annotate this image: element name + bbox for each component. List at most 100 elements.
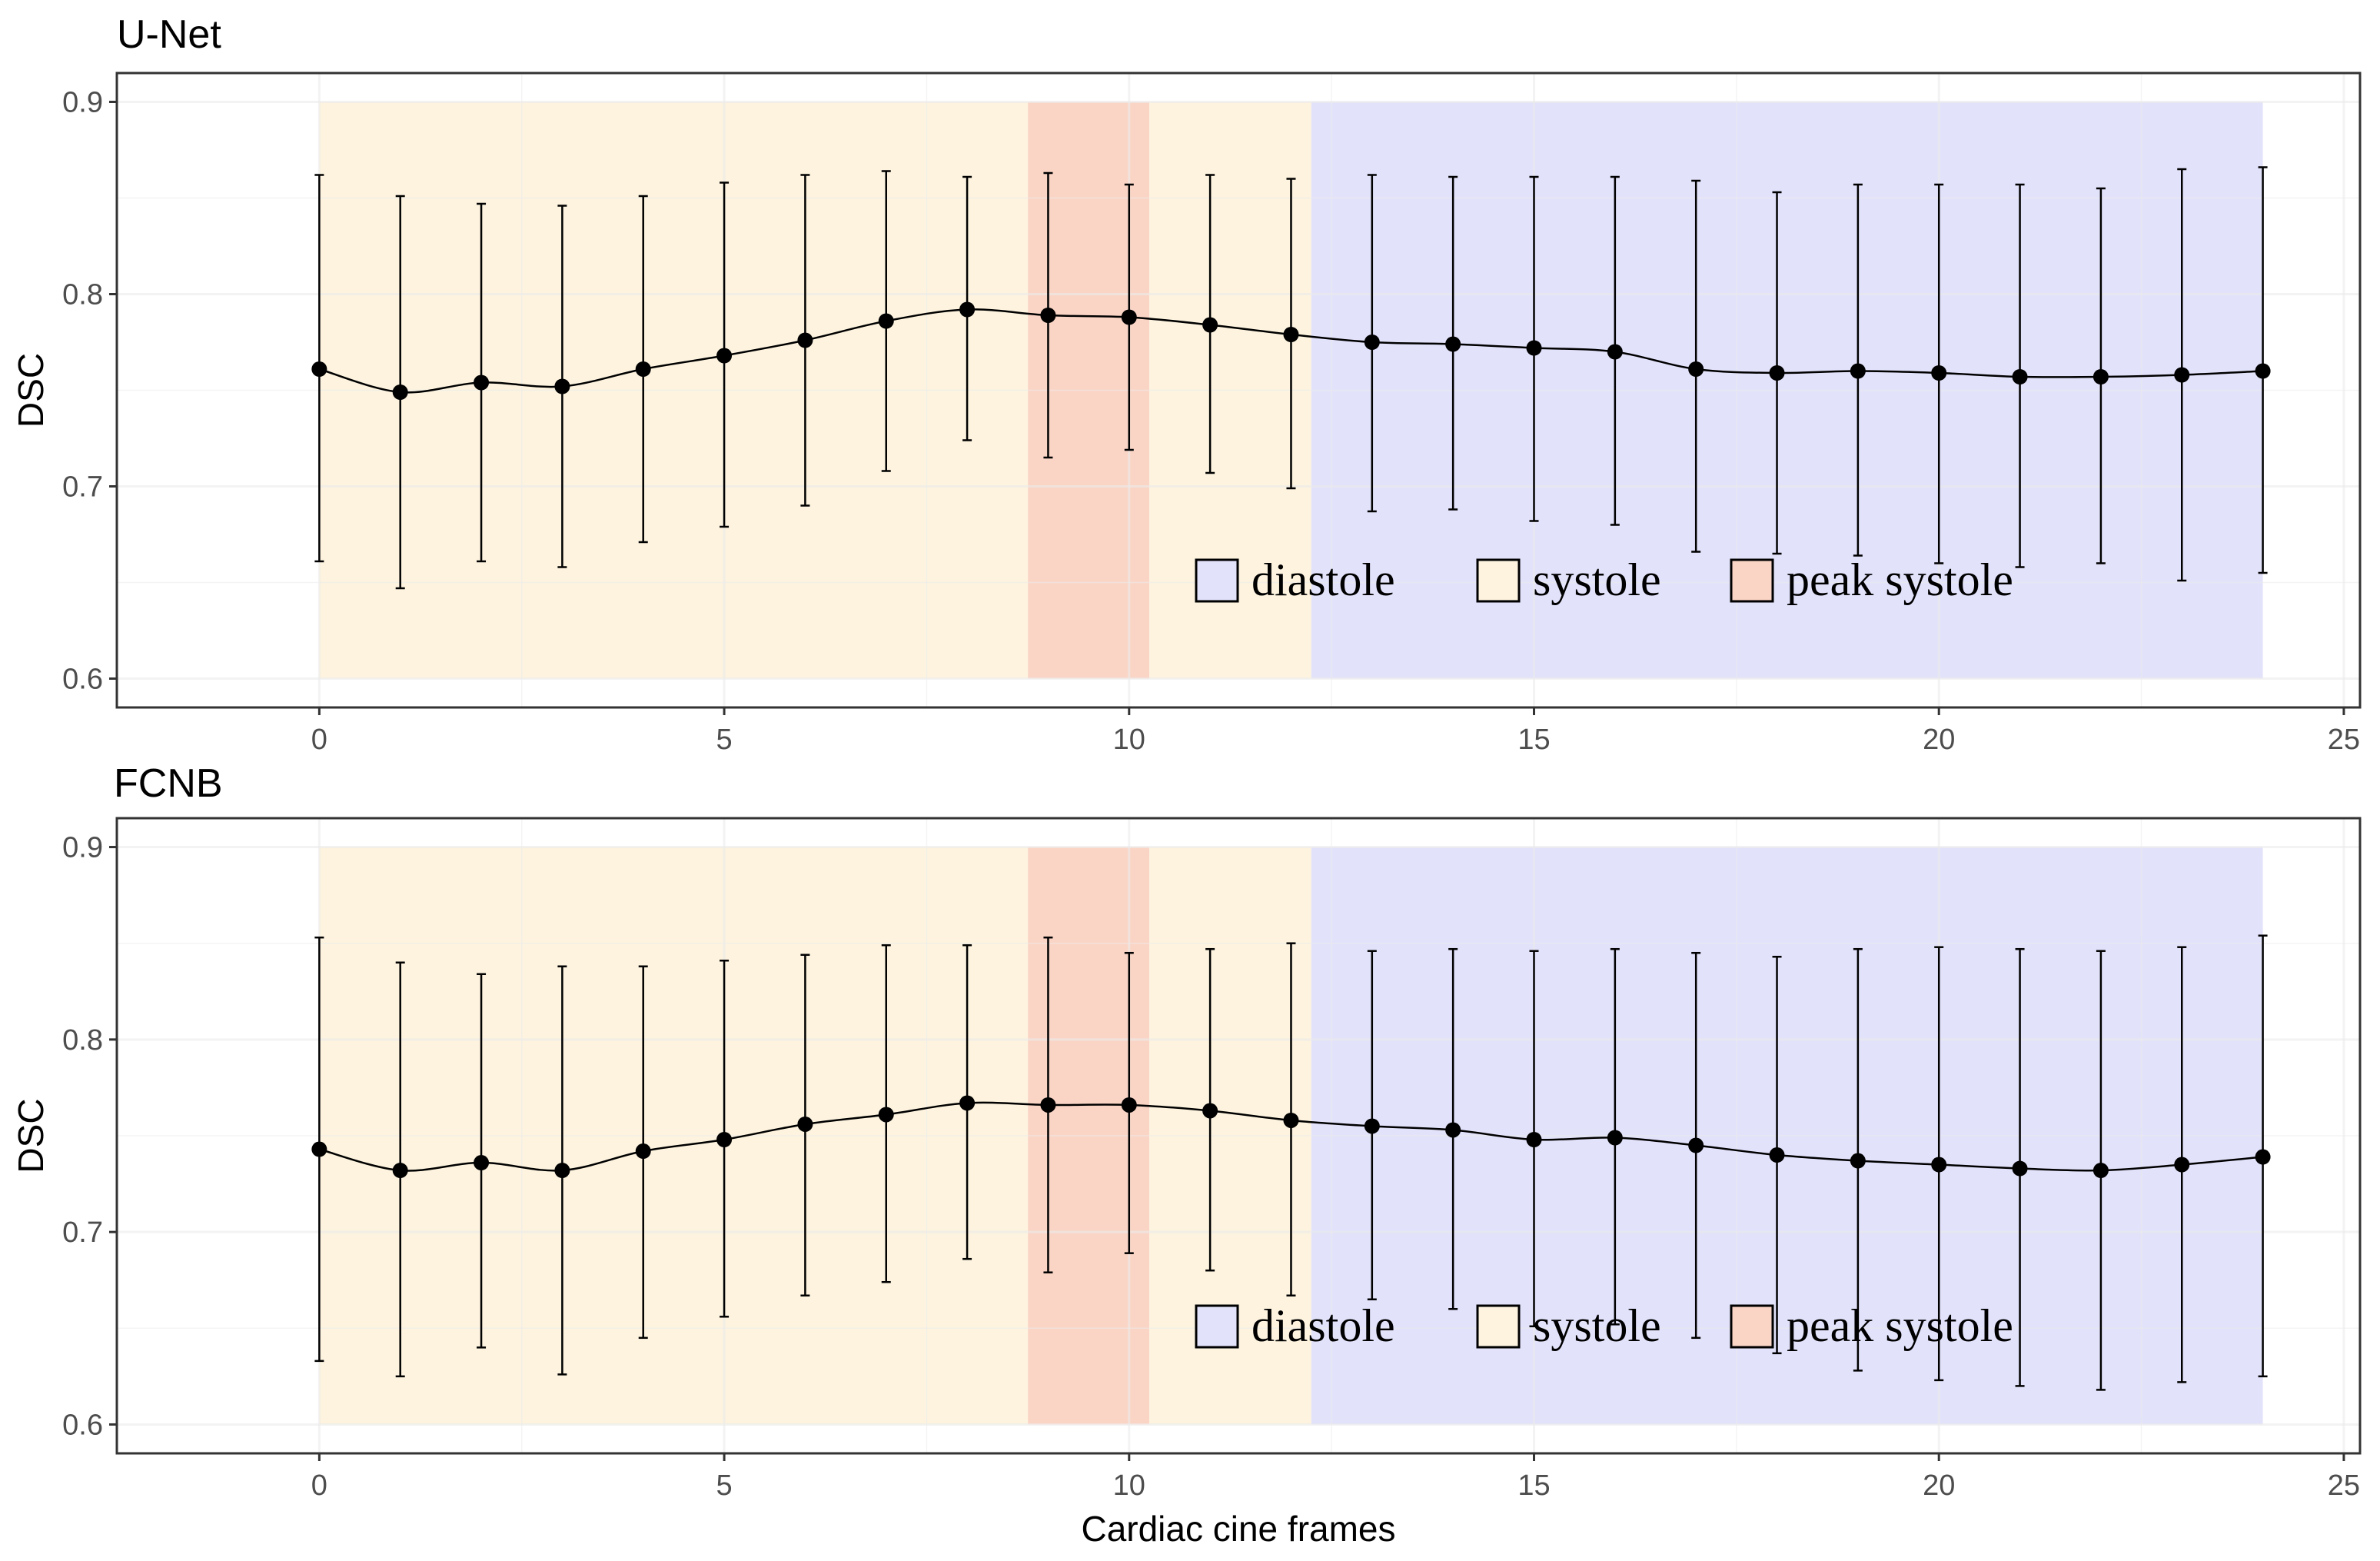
data-point bbox=[1121, 309, 1137, 325]
x-tick-label: 25 bbox=[2328, 724, 2360, 756]
y-axis: 0.6 0.7 0.8 0.9 bbox=[62, 87, 117, 696]
y-tick-label: 0.8 bbox=[62, 1024, 103, 1057]
x-tick-label: 5 bbox=[716, 1469, 733, 1502]
legend-label: diastole bbox=[1251, 554, 1395, 605]
legend-label: systole bbox=[1533, 554, 1661, 605]
data-point bbox=[392, 384, 408, 400]
data-point bbox=[1850, 363, 1866, 379]
data-point bbox=[1931, 1157, 1947, 1173]
data-point bbox=[554, 378, 570, 394]
y-tick-label: 0.6 bbox=[62, 1409, 103, 1441]
data-point bbox=[1202, 1103, 1218, 1119]
data-point bbox=[635, 1143, 651, 1160]
x-tick-label: 5 bbox=[716, 724, 733, 756]
data-point bbox=[1526, 1132, 1542, 1148]
legend: diastole systole peak systole bbox=[1195, 1300, 2013, 1351]
data-point bbox=[1688, 361, 1704, 377]
y-tick-label: 0.8 bbox=[62, 279, 103, 311]
legend-label: peak systole bbox=[1787, 554, 2013, 605]
data-point bbox=[1445, 1122, 1461, 1138]
data-point bbox=[1769, 1147, 1785, 1163]
data-point bbox=[716, 1132, 733, 1148]
data-point bbox=[878, 313, 894, 329]
y-tick-label: 0.7 bbox=[62, 1217, 103, 1249]
data-point bbox=[2255, 363, 2271, 379]
legend-key-systole bbox=[1476, 558, 1521, 603]
data-point bbox=[1121, 1097, 1137, 1113]
y-axis-title: DSC bbox=[11, 353, 51, 428]
data-point bbox=[1283, 1112, 1299, 1128]
chart-title: U-Net bbox=[117, 12, 221, 57]
data-point bbox=[474, 374, 490, 391]
data-point bbox=[1607, 1130, 1623, 1146]
data-point bbox=[474, 1155, 490, 1171]
data-point bbox=[2255, 1149, 2271, 1165]
x-tick-label: 10 bbox=[1113, 1469, 1145, 1502]
data-point bbox=[797, 1116, 813, 1132]
legend-label: diastole bbox=[1251, 1300, 1395, 1351]
x-tick-label: 25 bbox=[2328, 1469, 2360, 1502]
x-axis: 0 5 10 15 20 25 bbox=[311, 1453, 2360, 1502]
data-points bbox=[311, 301, 2271, 400]
data-point bbox=[1283, 327, 1299, 342]
data-point bbox=[1526, 340, 1542, 356]
data-point bbox=[2012, 1160, 2028, 1177]
data-point bbox=[716, 348, 733, 364]
data-point bbox=[2092, 369, 2109, 384]
y-tick-label: 0.6 bbox=[62, 664, 103, 696]
data-point bbox=[1040, 1097, 1056, 1113]
x-axis-title: Cardiac cine frames bbox=[1081, 1509, 1395, 1549]
data-point bbox=[1769, 365, 1785, 381]
y-tick-label: 0.9 bbox=[62, 832, 103, 864]
data-point bbox=[2174, 367, 2190, 383]
data-point bbox=[1040, 308, 1056, 323]
data-point bbox=[1931, 365, 1947, 381]
data-point bbox=[635, 361, 651, 377]
data-point bbox=[2012, 369, 2028, 384]
legend-key-systole bbox=[1476, 1304, 1521, 1349]
y-axis-title: DSC bbox=[11, 1098, 51, 1173]
data-point bbox=[1445, 336, 1461, 352]
legend-key-peak-systole bbox=[1730, 558, 1774, 603]
data-point bbox=[1364, 1118, 1380, 1134]
y-tick-label: 0.7 bbox=[62, 471, 103, 504]
data-point bbox=[797, 332, 813, 348]
legend-key-diastole bbox=[1195, 1304, 1239, 1349]
chart-panel-1: U-Net 0.6 0.7 0.8 0.9 0 5 10 15 20 25 DSC diastole sy… bbox=[11, 12, 2362, 756]
data-point bbox=[2174, 1157, 2190, 1173]
data-point bbox=[554, 1163, 570, 1179]
data-point bbox=[392, 1163, 408, 1179]
y-tick-label: 0.9 bbox=[62, 87, 103, 119]
data-point bbox=[878, 1107, 894, 1123]
data-point bbox=[959, 1095, 976, 1111]
data-point bbox=[2092, 1163, 2109, 1179]
plot-frame bbox=[115, 817, 2362, 1455]
x-tick-label: 20 bbox=[1923, 1469, 1955, 1502]
data-point bbox=[311, 1141, 327, 1157]
x-tick-label: 15 bbox=[1517, 1469, 1550, 1502]
x-tick-label: 20 bbox=[1923, 724, 1955, 756]
legend-key-diastole bbox=[1195, 558, 1239, 603]
data-point bbox=[311, 361, 327, 377]
plot-frame bbox=[115, 72, 2362, 709]
x-axis: 0 5 10 15 20 25 bbox=[311, 707, 2360, 756]
x-tick-label: 10 bbox=[1113, 724, 1145, 756]
data-point bbox=[959, 301, 976, 318]
x-tick-label: 0 bbox=[311, 1469, 327, 1502]
chart-title: FCNB bbox=[114, 761, 223, 806]
x-tick-label: 15 bbox=[1517, 724, 1550, 756]
data-points bbox=[311, 1095, 2271, 1179]
data-point bbox=[1364, 334, 1380, 350]
chart-panel-2: FCNB 0.6 0.7 0.8 0.9 0 5 10 15 20 25 DSC Cardiac cin… bbox=[11, 761, 2362, 1549]
data-point bbox=[1202, 317, 1218, 333]
legend-label: systole bbox=[1533, 1300, 1661, 1351]
legend-label: peak systole bbox=[1787, 1300, 2013, 1351]
data-point bbox=[1607, 344, 1623, 360]
data-point bbox=[1688, 1137, 1704, 1153]
legend-key-peak-systole bbox=[1730, 1304, 1774, 1349]
data-point bbox=[1850, 1153, 1866, 1169]
legend: diastole systole peak systole bbox=[1195, 554, 2013, 605]
x-tick-label: 0 bbox=[311, 724, 327, 756]
